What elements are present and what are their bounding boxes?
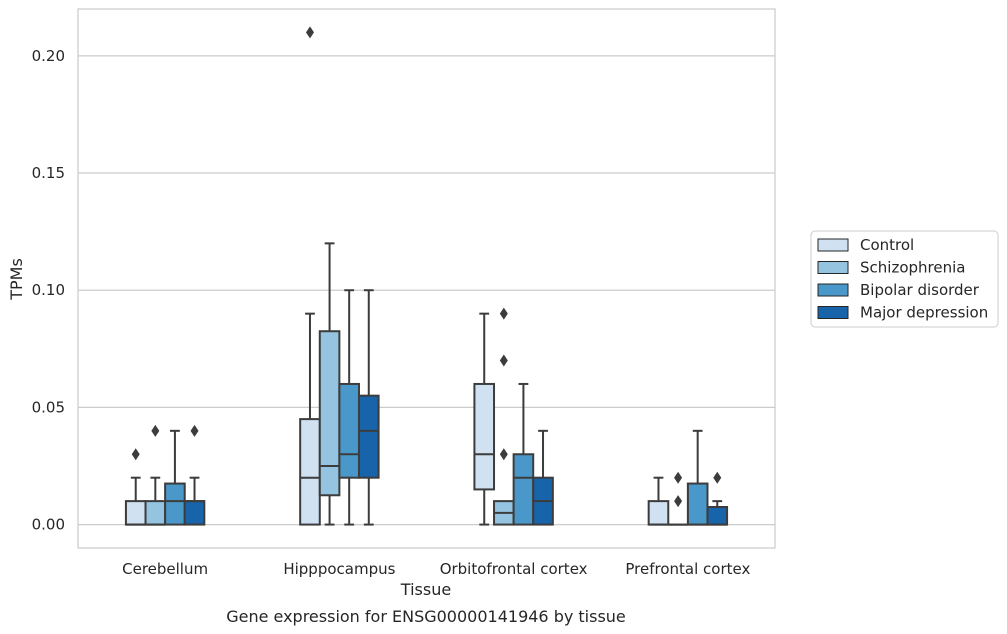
box-prefrontal-cortex — [706, 471, 729, 526]
box-body — [183, 500, 206, 526]
box-prefrontal-cortex — [668, 471, 688, 526]
box-body — [706, 505, 729, 526]
outlier-point — [499, 307, 508, 320]
series-major-depression — [183, 289, 729, 526]
box-prefrontal-cortex — [647, 476, 670, 526]
y-tick-label: 0.20 — [32, 47, 65, 65]
outlier-point — [713, 471, 722, 484]
box-hipppocampus — [318, 242, 341, 526]
legend-label: Major depression — [860, 304, 988, 322]
box-hipppocampus — [357, 289, 380, 526]
box-body — [299, 418, 321, 526]
box-body — [338, 382, 360, 479]
x-tick-label: Prefrontal cortex — [625, 560, 750, 578]
box-body — [512, 453, 535, 526]
box-prefrontal-cortex — [686, 429, 709, 526]
legend-swatch — [817, 261, 849, 274]
box-orbitofrontal-cortex — [532, 429, 554, 526]
gridlines — [78, 55, 775, 526]
series-bipolar-disorder — [164, 289, 709, 526]
legend-swatch — [817, 238, 849, 252]
y-tick-label: 0.15 — [32, 164, 65, 182]
legend-label: Control — [860, 236, 914, 254]
box-cerebellum — [124, 448, 147, 526]
outlier-point — [674, 495, 683, 508]
legend-swatch — [817, 283, 849, 297]
outlier-point — [190, 424, 199, 437]
box-hipppocampus — [299, 26, 321, 526]
outlier-point — [674, 471, 683, 484]
outlier-point — [499, 354, 508, 367]
y-axis-ticks: 0.00 0.05 0.10 0.15 0.20 — [32, 47, 65, 534]
box-body — [473, 382, 496, 491]
series-schizophrenia — [144, 242, 688, 526]
box-body — [647, 500, 670, 526]
x-tick-label: Cerebellum — [122, 560, 208, 578]
series-control — [124, 26, 670, 526]
legend-label: Bipolar disorder — [860, 281, 980, 299]
x-tick-label: Hipppocampus — [283, 560, 395, 578]
outlier-point — [151, 424, 160, 437]
box-body — [318, 330, 341, 497]
x-axis-label: Tissue — [400, 580, 451, 599]
legend-swatch — [817, 306, 849, 319]
legend: Control Schizophrenia Bipolar disorder Majo… — [810, 230, 999, 328]
box-body — [144, 500, 167, 526]
box-cerebellum — [183, 424, 206, 526]
box-orbitofrontal-cortex — [493, 307, 515, 526]
chart-caption: Gene expression for ENSG00000141946 by t… — [226, 607, 626, 626]
y-tick-label: 0.05 — [32, 398, 65, 416]
y-axis-label: TPMs — [7, 258, 26, 301]
x-axis-ticks: Cerebellum Hipppocampus Orbitofrontal cort… — [122, 560, 750, 578]
boxes — [124, 26, 729, 526]
box-orbitofrontal-cortex — [512, 382, 535, 526]
box-hipppocampus — [338, 289, 360, 526]
box-cerebellum — [164, 429, 186, 526]
box-orbitofrontal-cortex — [473, 312, 496, 526]
y-tick-label: 0.00 — [32, 516, 65, 534]
outlier-point — [499, 448, 508, 461]
box-body — [357, 394, 380, 479]
x-tick-label: Orbitofrontal cortex — [440, 560, 588, 578]
box-body — [686, 482, 709, 526]
box-body — [164, 482, 186, 526]
outlier-point — [305, 26, 314, 39]
legend-label: Schizophrenia — [860, 259, 965, 277]
plot-area — [77, 8, 776, 549]
outlier-point — [131, 448, 140, 461]
legend-frame — [810, 230, 999, 328]
box-body — [124, 500, 147, 526]
box-cerebellum — [144, 424, 167, 526]
y-tick-label: 0.10 — [32, 281, 65, 299]
